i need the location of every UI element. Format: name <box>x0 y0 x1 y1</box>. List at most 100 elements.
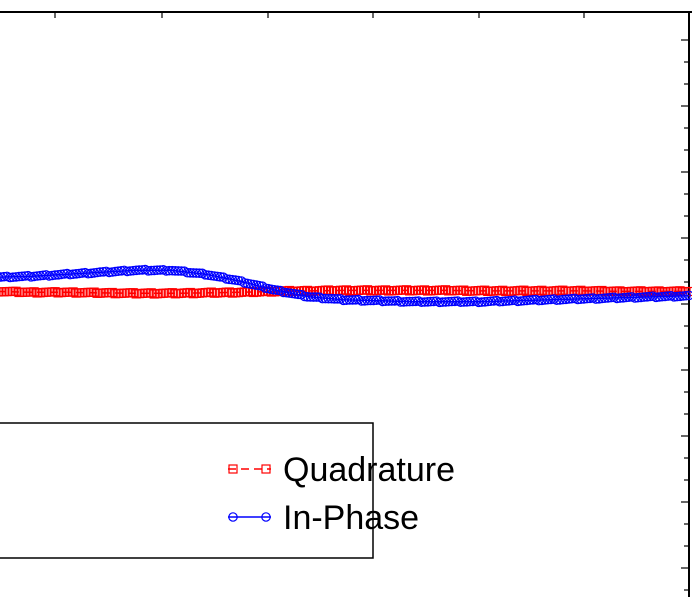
data-point <box>83 268 93 279</box>
data-point <box>176 266 187 276</box>
data-point <box>395 297 406 307</box>
data-point <box>8 272 18 282</box>
data-point <box>651 292 661 303</box>
data-point <box>224 287 234 297</box>
data-point <box>437 297 448 307</box>
data-point <box>498 285 508 295</box>
data-point <box>669 291 679 302</box>
data-point <box>461 296 472 307</box>
data-point <box>591 294 601 304</box>
data-point <box>675 291 685 302</box>
data-point <box>212 271 223 282</box>
data-point <box>329 293 340 304</box>
data-point <box>551 295 562 305</box>
legend: Quadrature In-Phase <box>0 422 455 559</box>
data-point <box>125 266 135 276</box>
data-point <box>566 293 577 304</box>
legend-entry: In-Phase <box>228 499 419 537</box>
legend-marker <box>228 512 238 522</box>
data-point <box>215 271 226 282</box>
data-point <box>77 268 87 278</box>
data-point <box>440 297 451 307</box>
data-point <box>0 272 3 282</box>
data-point <box>594 293 604 304</box>
data-point <box>383 296 394 306</box>
data-point <box>128 265 138 276</box>
data-point <box>281 287 292 298</box>
data-point <box>428 296 439 307</box>
data-point <box>14 271 24 282</box>
data-point <box>618 292 628 303</box>
data-point <box>317 293 328 304</box>
data-point <box>74 268 84 279</box>
series-layer <box>0 264 692 308</box>
data-point <box>167 288 177 298</box>
data-point <box>146 265 156 276</box>
data-point <box>0 272 6 282</box>
data-point <box>500 296 511 306</box>
data-point <box>293 289 304 300</box>
data-point <box>152 265 162 275</box>
data-point <box>585 293 595 304</box>
data-point <box>560 294 571 305</box>
data-point <box>675 286 685 296</box>
data-point <box>434 297 445 308</box>
data-point <box>536 295 547 306</box>
data-point <box>107 287 117 298</box>
data-point <box>230 275 241 285</box>
data-point <box>278 287 289 298</box>
data-point <box>521 295 532 306</box>
data-point <box>287 288 298 299</box>
legend-marker <box>261 464 271 474</box>
data-point <box>59 269 69 279</box>
data-point <box>188 268 199 278</box>
data-point <box>615 293 625 303</box>
data-point <box>338 295 349 306</box>
data-point <box>86 268 96 279</box>
data-point <box>578 294 589 304</box>
data-point <box>497 296 508 307</box>
data-point <box>11 272 21 282</box>
data-point <box>113 266 123 276</box>
data-point <box>407 296 418 307</box>
data-point <box>533 295 544 306</box>
plot-area <box>0 11 692 597</box>
data-point <box>95 267 105 277</box>
data-point <box>191 268 202 278</box>
data-point <box>539 295 550 305</box>
data-point <box>512 296 523 307</box>
data-point <box>143 265 153 276</box>
data-point <box>89 268 99 278</box>
data-point <box>642 291 652 302</box>
data-point <box>284 288 295 298</box>
data-point <box>476 297 487 307</box>
data-point <box>479 296 490 307</box>
data-point <box>624 292 634 302</box>
data-point <box>362 285 373 295</box>
data-point <box>161 266 171 276</box>
data-point <box>89 287 99 297</box>
data-point <box>455 297 466 307</box>
data-point <box>350 294 361 305</box>
data-point <box>200 269 211 280</box>
data-point <box>5 272 15 283</box>
data-point <box>519 285 529 295</box>
data-point <box>107 267 117 277</box>
data-point <box>473 297 484 308</box>
data-point <box>320 293 331 304</box>
data-point <box>116 265 126 276</box>
data-point <box>290 289 301 299</box>
data-point <box>206 270 217 281</box>
data-point <box>633 292 643 303</box>
data-point <box>17 271 27 282</box>
data-point <box>380 296 391 306</box>
series-in-phase <box>0 264 692 308</box>
data-point <box>404 296 415 307</box>
data-point <box>146 288 156 298</box>
data-point <box>572 294 583 305</box>
data-point <box>458 297 469 307</box>
data-point <box>678 291 688 301</box>
data-point <box>371 295 382 305</box>
data-point <box>654 292 664 302</box>
data-point <box>356 296 367 306</box>
